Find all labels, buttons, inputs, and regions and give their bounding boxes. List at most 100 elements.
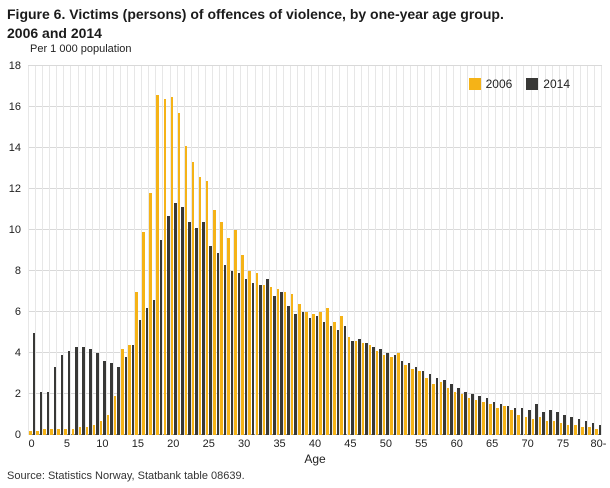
x-tick-label-80-: 80- — [590, 438, 607, 450]
bar-2006-age-43 — [333, 322, 336, 435]
bar-2006-age-71 — [531, 418, 535, 435]
gridline-y-14 — [28, 147, 602, 148]
bar-2006-age-38 — [298, 303, 301, 435]
bar-2014-age-71 — [535, 404, 538, 435]
bar-2014-age-76 — [570, 416, 573, 435]
bar-2014-age-4 — [60, 355, 64, 435]
bar-2006-age-48 — [368, 344, 372, 435]
bar-2006-age-7 — [78, 426, 82, 435]
y-tick-label-8: 8 — [14, 265, 21, 277]
bar-2014-age-70 — [528, 410, 531, 435]
bar-2006-age-28 — [227, 238, 230, 435]
bar-2014-age-55 — [421, 371, 425, 435]
bar-2006-age-25 — [205, 180, 209, 435]
x-tick-label-40: 40 — [308, 438, 322, 450]
age-group-1 — [35, 66, 43, 435]
age-group-52 — [396, 66, 404, 435]
bar-2014-age-7 — [82, 346, 85, 435]
chart-title-line1: Figure 6. Victims (persons) of offences … — [7, 6, 504, 22]
bar-2014-age-22 — [188, 221, 191, 435]
y-tick-label-6: 6 — [14, 306, 21, 318]
bar-2014-age-66 — [499, 404, 503, 435]
legend-swatch-2006 — [468, 78, 481, 90]
bar-2006-age-68 — [510, 410, 513, 435]
bar-2014-age-1 — [39, 391, 43, 435]
bar-2006-age-30 — [241, 254, 244, 435]
bar-2006-age-21 — [177, 113, 181, 435]
bar-2014-age-17 — [152, 299, 156, 435]
age-group-18 — [155, 66, 163, 435]
bar-2014-age-14 — [131, 344, 135, 435]
bar-2014-age-45 — [351, 340, 354, 435]
bar-2006-age-20 — [170, 96, 174, 435]
bar-2006-age-76 — [566, 424, 570, 435]
age-group-63 — [473, 66, 481, 435]
bar-2006-age-65 — [489, 404, 492, 435]
bar-2006-age-6 — [71, 428, 74, 435]
bar-2014-age-25 — [209, 246, 212, 435]
bar-2014-age-42 — [329, 326, 333, 435]
x-tick-label-10: 10 — [96, 438, 109, 450]
age-group-22 — [183, 66, 191, 435]
age-group-17 — [148, 66, 156, 435]
bar-2006-age-34 — [269, 287, 273, 435]
bar-2006-age-32 — [255, 273, 259, 435]
bar-2006-age-80 — [595, 428, 598, 435]
bar-2014-age-11 — [110, 363, 113, 435]
bar-2014-age-65 — [492, 402, 496, 435]
bar-2014-age-13 — [124, 357, 128, 435]
bar-2006-age-77 — [574, 424, 577, 435]
age-group-34 — [268, 66, 276, 435]
bar-2014-age-5 — [67, 350, 71, 435]
bar-2006-age-11 — [106, 414, 110, 435]
legend-label-2014: 2014 — [543, 77, 570, 91]
bar-2006-age-33 — [262, 285, 266, 435]
age-group-37 — [289, 66, 297, 435]
age-group-20 — [169, 66, 177, 435]
bar-2014-age-0 — [32, 332, 36, 435]
bar-2006-age-36 — [283, 291, 287, 435]
bar-2014-age-46 — [358, 338, 361, 435]
y-tick-label-18: 18 — [8, 60, 21, 72]
age-group-39 — [304, 66, 312, 435]
bar-2006-age-56 — [425, 377, 428, 435]
bar-2006-age-59 — [446, 387, 450, 435]
age-group-29 — [233, 66, 241, 435]
bar-2014-age-50 — [386, 353, 389, 435]
bar-2006-age-55 — [418, 371, 421, 435]
bar-2006-age-64 — [482, 402, 485, 435]
age-group-58 — [438, 66, 446, 435]
y-tick-label-2: 2 — [14, 388, 21, 400]
y-axis-labels: 0 2 4 6 8 10 12 14 16 18 — [0, 60, 24, 441]
age-group-80 — [594, 66, 603, 435]
bar-2014-age-41 — [322, 322, 326, 435]
bar-2006-age-12 — [113, 396, 117, 435]
bar-2014-age-80 — [598, 424, 602, 435]
bar-2014-age-67 — [506, 406, 510, 435]
age-group-9 — [91, 66, 99, 435]
bar-2014-age-36 — [287, 305, 290, 435]
x-axis-title: Age — [304, 452, 326, 466]
y-tick-label-14: 14 — [8, 142, 21, 154]
bar-2006-age-52 — [397, 353, 400, 435]
age-group-36 — [282, 66, 290, 435]
bar-2006-age-23 — [191, 162, 195, 435]
bar-2014-age-28 — [230, 271, 234, 435]
age-group-26 — [212, 66, 220, 435]
legend-item-2006: 2006 — [468, 77, 512, 91]
bar-2014-age-20 — [174, 203, 177, 435]
y-axis-title: Per 1 000 population — [30, 43, 132, 55]
age-group-40 — [311, 66, 319, 435]
bars-layer — [28, 66, 603, 435]
age-group-76 — [565, 66, 573, 435]
bar-2014-age-48 — [372, 346, 375, 435]
bar-2006-age-45 — [347, 336, 351, 435]
age-group-67 — [502, 66, 510, 435]
age-group-71 — [530, 66, 538, 435]
age-group-2 — [42, 66, 50, 435]
age-group-53 — [403, 66, 411, 435]
bar-2014-age-68 — [513, 408, 517, 435]
age-group-21 — [176, 66, 184, 435]
bar-2014-age-79 — [591, 422, 595, 435]
